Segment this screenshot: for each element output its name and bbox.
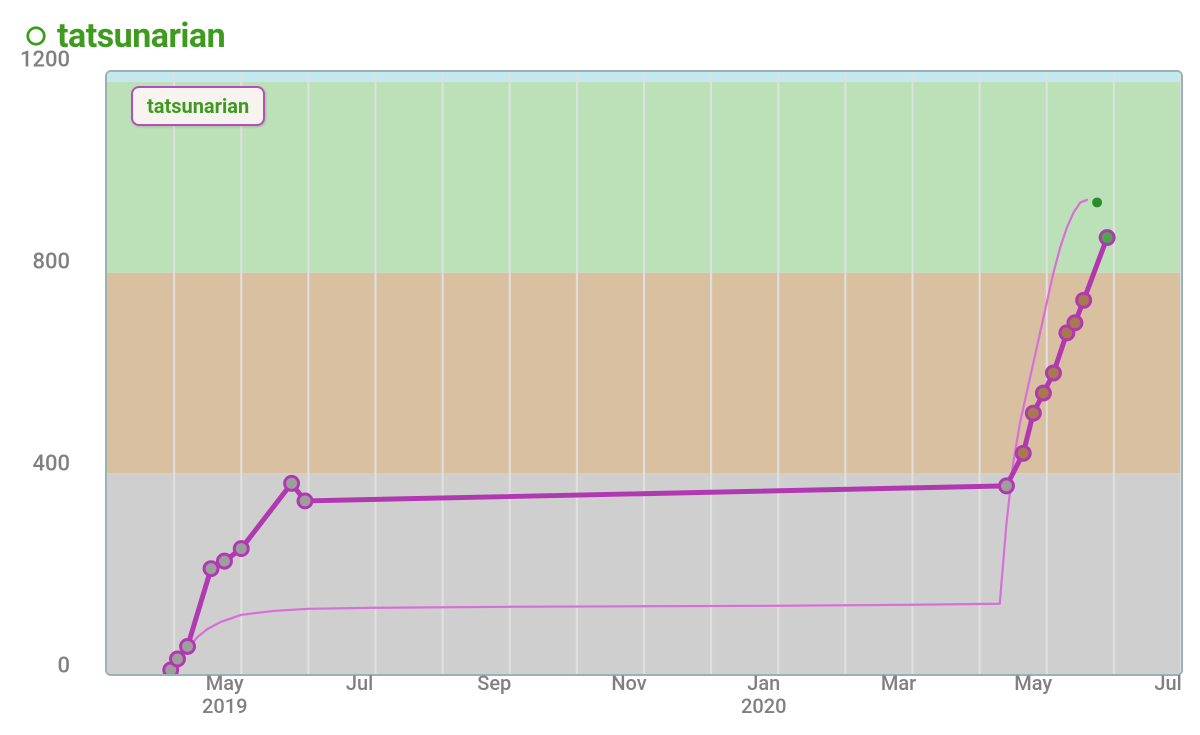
- x-tick-label: Nov: [611, 672, 646, 695]
- x-tick-label: Jul: [1154, 672, 1181, 695]
- rating-chart: tatsunarian: [105, 70, 1183, 676]
- y-axis-labels: 04008001200: [0, 60, 80, 670]
- x-tick-label: Mar: [881, 672, 916, 695]
- x-tick-label: Jan2020: [741, 672, 786, 718]
- y-tick-label: 1200: [20, 48, 70, 73]
- x-tick-label: Jul: [346, 672, 373, 695]
- x-tick-label: May2019: [202, 672, 247, 718]
- x-tick-label: May: [1014, 672, 1052, 695]
- page-root: tatsunarian 0 400 800 1200 tatsunarian May2…: [0, 0, 1200, 735]
- status-ring-icon: [25, 25, 47, 47]
- y-tick-label: 400: [32, 452, 70, 477]
- y-tick-label: 800: [32, 250, 70, 275]
- chart-legend[interactable]: tatsunarian: [131, 86, 265, 126]
- x-tick-label: Sep: [477, 672, 511, 695]
- y-tick-label: 0: [57, 654, 70, 679]
- legend-label: tatsunarian: [147, 94, 249, 118]
- title-row: tatsunarian: [25, 16, 1185, 56]
- page-title: tatsunarian: [57, 16, 225, 56]
- x-axis-labels: May2019 Jul Sep Nov Jan2020 Mar May Jul: [90, 672, 1185, 727]
- chart-plot-area: [107, 72, 1181, 674]
